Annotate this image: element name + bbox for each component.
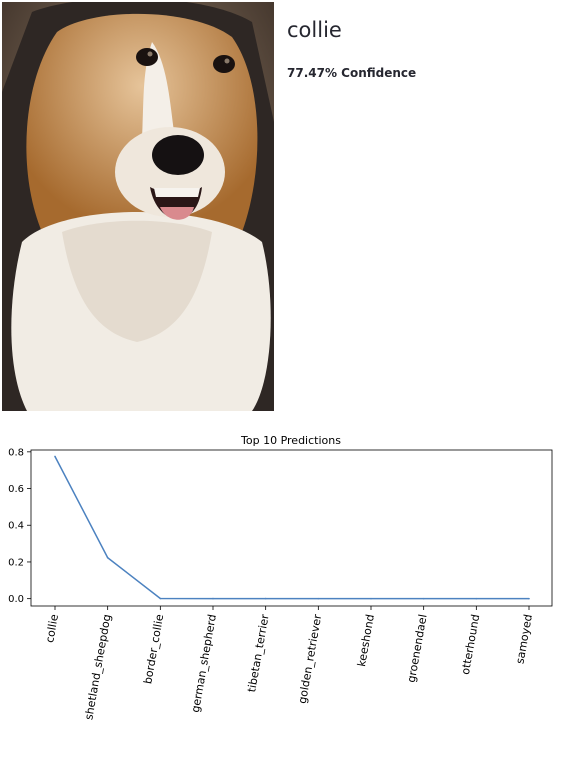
x-tick-label-groenendael: groenendael (405, 613, 430, 683)
dog-photo (2, 2, 274, 411)
top-predictions-chart: Top 10 Predictions 0.0 0.2 0.4 0.6 0.8 colli… (0, 426, 570, 758)
data-point-border-collie (159, 597, 162, 600)
prediction-series-line (54, 456, 529, 600)
confidence-text: 77.47% Confidence (287, 66, 417, 80)
prediction-result: collie 77.47% Confidence (287, 16, 557, 80)
x-tick-label-shetland-sheepdog: shetland_sheepdog (82, 613, 113, 721)
data-point-keeshond (370, 597, 372, 600)
x-tick-label-collie: collie (43, 613, 61, 644)
data-point-collie (54, 455, 56, 458)
x-tick-label-german-shepherd: german_shepherd (189, 613, 219, 713)
x-tick-label-keeshond: keeshond (355, 613, 377, 667)
data-point-tibetan-terrier (264, 597, 267, 600)
chart-title: Top 10 Predictions (240, 434, 341, 447)
data-point-samoyed (528, 597, 530, 600)
x-tick-label-golden-retriever: golden_retriever (296, 613, 325, 705)
x-tick-label-otterhound: otterhound (459, 613, 482, 675)
chart-svg: Top 10 Predictions 0.0 0.2 0.4 0.6 0.8 colli… (8, 434, 553, 721)
x-tick-label-border-collie: border_collie (141, 613, 166, 685)
x-axis: collie shetland_sheepdog border_collie germ… (43, 606, 535, 721)
y-tick-label: 0.4 (8, 521, 24, 532)
predicted-label: collie (287, 18, 342, 42)
y-tick-label: 0.8 (8, 447, 24, 458)
y-tick-label: 0.6 (8, 484, 24, 495)
data-point-groenendael (422, 597, 425, 600)
y-tick-label: 0.0 (8, 594, 24, 605)
collie-illustration (2, 2, 274, 411)
data-point-german-shepherd (212, 597, 214, 600)
data-point-otterhound (475, 597, 478, 600)
plot-frame (30, 449, 553, 607)
data-point-shetland-sheepdog (106, 556, 109, 559)
x-tick-label-samoyed: samoyed (513, 613, 535, 665)
y-axis: 0.0 0.2 0.4 0.6 0.8 (8, 447, 31, 605)
x-tick-label-tibetan-terrier: tibetan_terrier (245, 613, 272, 693)
series-line-group (54, 455, 530, 600)
y-tick-label: 0.2 (8, 557, 24, 568)
data-point-golden-retriever (317, 597, 320, 600)
